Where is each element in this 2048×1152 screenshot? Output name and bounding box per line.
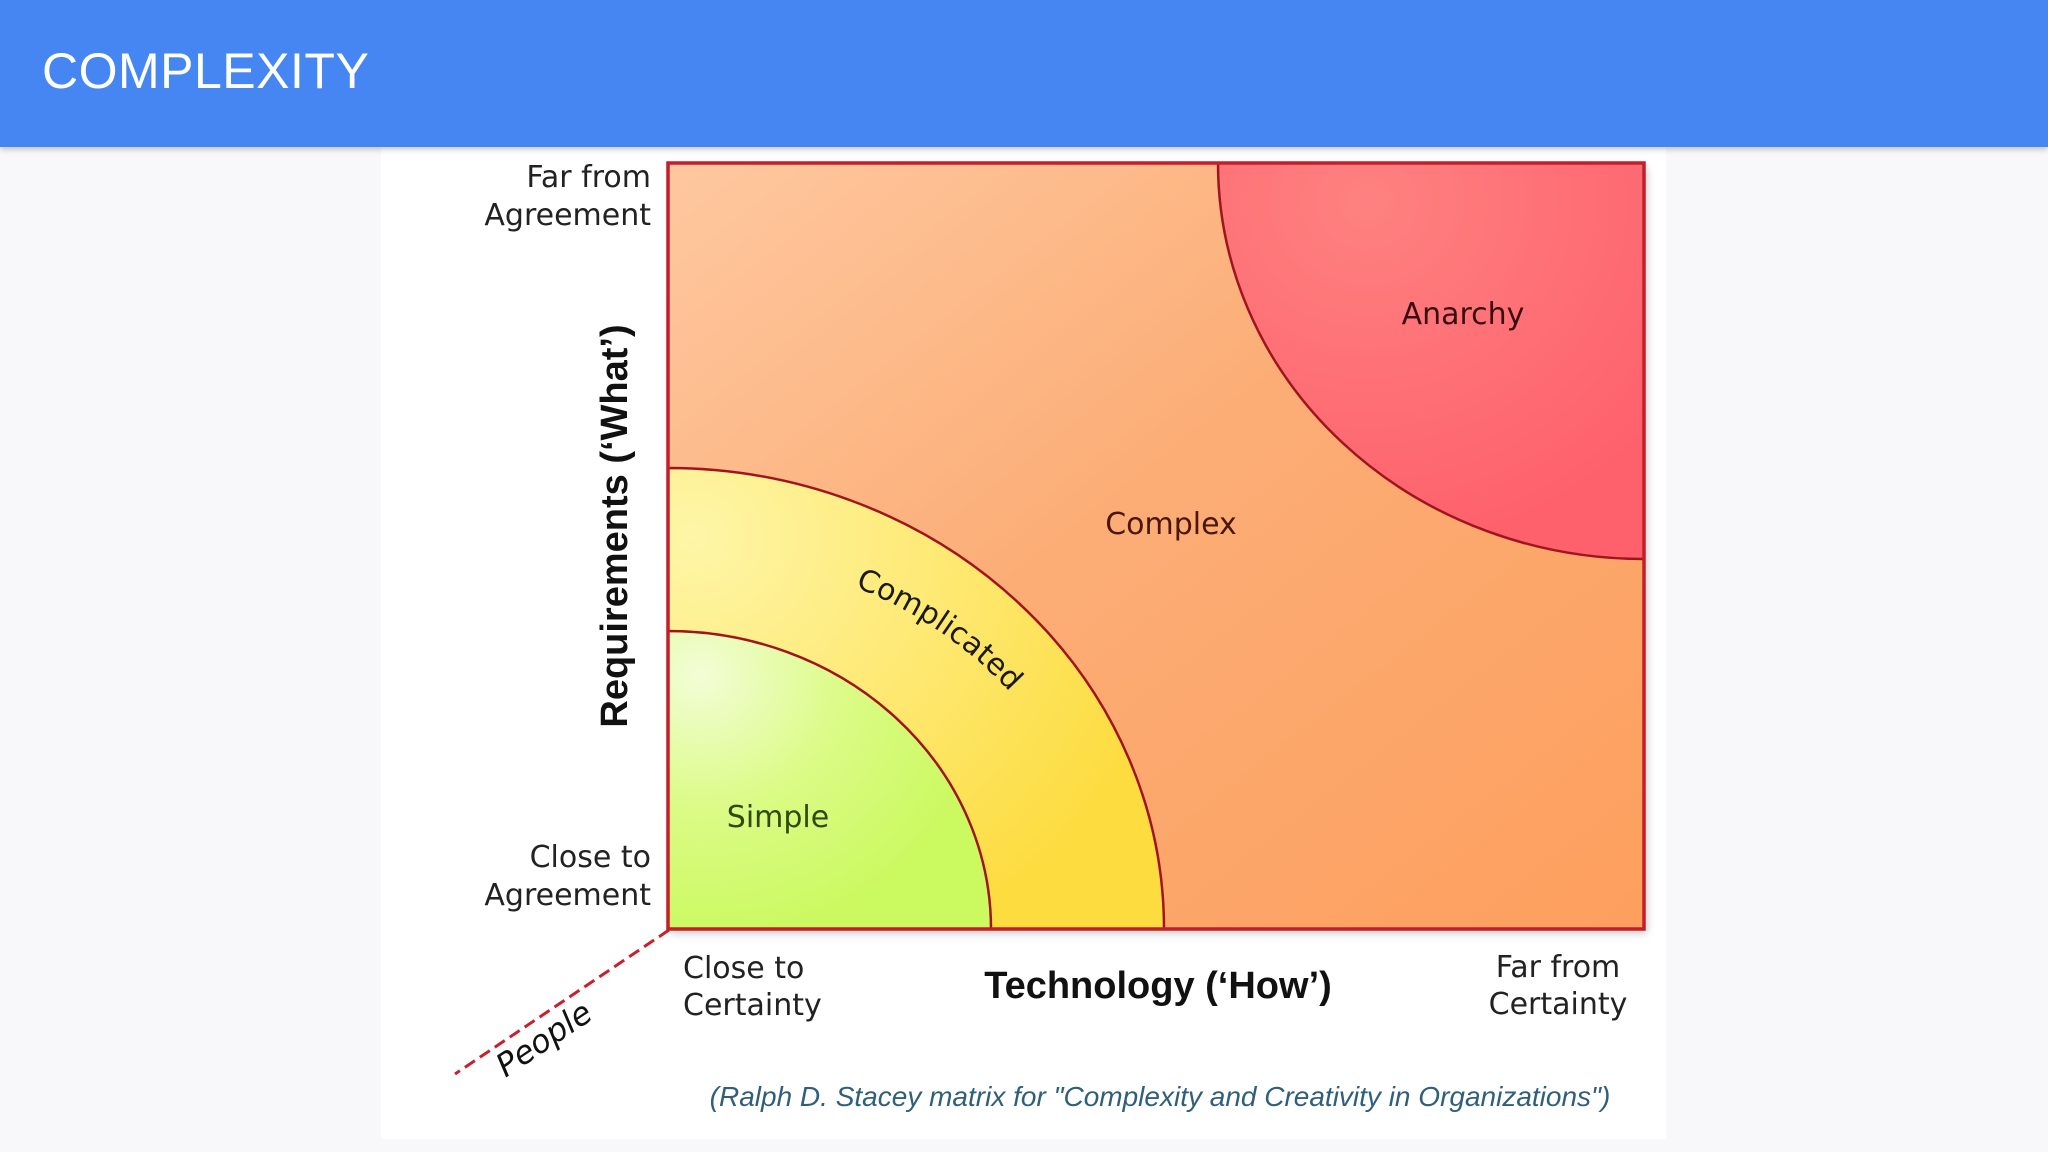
x-left-label-line1: Close to xyxy=(683,951,804,986)
anarchy-region xyxy=(1216,161,1646,561)
y-axis-title: Requirements (‘What’) xyxy=(594,324,636,727)
slide-title: COMPLEXITY xyxy=(42,43,370,99)
stacey-matrix-diagram: Anarchy Complex Simple Complicated Far f… xyxy=(454,160,1646,1112)
x-right-label-line2: Certainty xyxy=(1489,987,1628,1022)
simple-label: Simple xyxy=(727,800,829,835)
x-right-label-line1: Far from xyxy=(1496,950,1621,985)
people-axis-line xyxy=(454,928,670,1076)
y-bottom-label-line2: Agreement xyxy=(484,878,651,913)
simple-region xyxy=(666,629,993,931)
stacey-matrix-figure: Anarchy Complex Simple Complicated Far f… xyxy=(381,147,1666,1139)
figure-caption: (Ralph D. Stacey matrix for "Complexity … xyxy=(710,1081,1611,1112)
anarchy-label: Anarchy xyxy=(1402,297,1525,332)
x-left-label-line2: Certainty xyxy=(683,988,822,1023)
people-axis-label: People xyxy=(489,993,599,1085)
y-bottom-label-line1: Close to xyxy=(530,840,651,875)
matrix-border xyxy=(666,161,1646,931)
complex-label: Complex xyxy=(1105,507,1237,542)
y-top-label-line2: Agreement xyxy=(484,198,651,233)
y-top-label-line1: Far from xyxy=(526,160,651,195)
slide-header: COMPLEXITY xyxy=(0,0,2048,147)
x-axis-title: Technology (‘How’) xyxy=(984,965,1332,1007)
